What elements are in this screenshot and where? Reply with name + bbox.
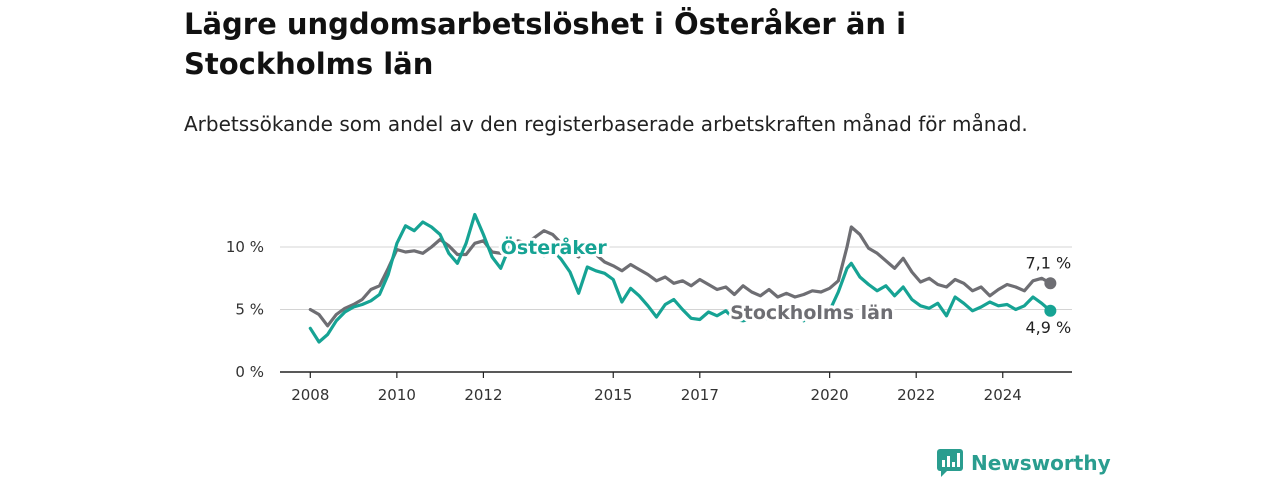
y-axis-tick-labels: 0 % 5 % 10 %: [226, 238, 264, 381]
x-tick-label: 2012: [464, 386, 502, 404]
series-line: [308, 225, 1052, 328]
x-tick-label: 2008: [291, 386, 329, 404]
series-end-point: [1044, 277, 1057, 290]
series-lines: [308, 212, 1057, 344]
brand-name: Newsworthy: [971, 451, 1111, 475]
newsworthy-brand: Newsworthy: [937, 448, 1111, 478]
series-line: [308, 212, 1052, 344]
x-tick-label: 2024: [984, 386, 1022, 404]
x-tick-label: 2017: [681, 386, 719, 404]
y-tick-label: 10 %: [226, 238, 264, 256]
chart-subtitle: Arbetssökande som andel av den registerb…: [184, 112, 1028, 136]
series-end-point: [1044, 304, 1057, 317]
newsworthy-logo-icon: [937, 449, 963, 477]
x-tick-label: 2010: [378, 386, 416, 404]
line-chart: 0 %5 %10 % 2008 2010 2012 2015 2017 2020 2022 2…: [226, 212, 1072, 404]
chart-title: Lägre ungdomsarbetslöshet i Österåker än…: [184, 7, 907, 81]
x-tick-label: 2022: [897, 386, 935, 404]
x-tick-label: 2020: [811, 386, 849, 404]
gridlines: [280, 246, 1072, 310]
y-tick-label: 0 %: [235, 363, 264, 381]
y-tick-label: 5 %: [235, 301, 264, 319]
series-end-label: 4,9 %: [1025, 318, 1071, 337]
series-end-label: 7,1 %: [1025, 253, 1071, 272]
series-name-label: Österåker: [501, 235, 608, 259]
x-tick-label: 2015: [594, 386, 632, 404]
series-labels: 7,1 % 4,9 % Stockholms län Österåker: [498, 232, 1072, 337]
x-axis-ticks: 2008 2010 2012 2015 2017 2020 2022 2024: [291, 372, 1022, 404]
series-name-label: Stockholms län: [730, 302, 893, 324]
